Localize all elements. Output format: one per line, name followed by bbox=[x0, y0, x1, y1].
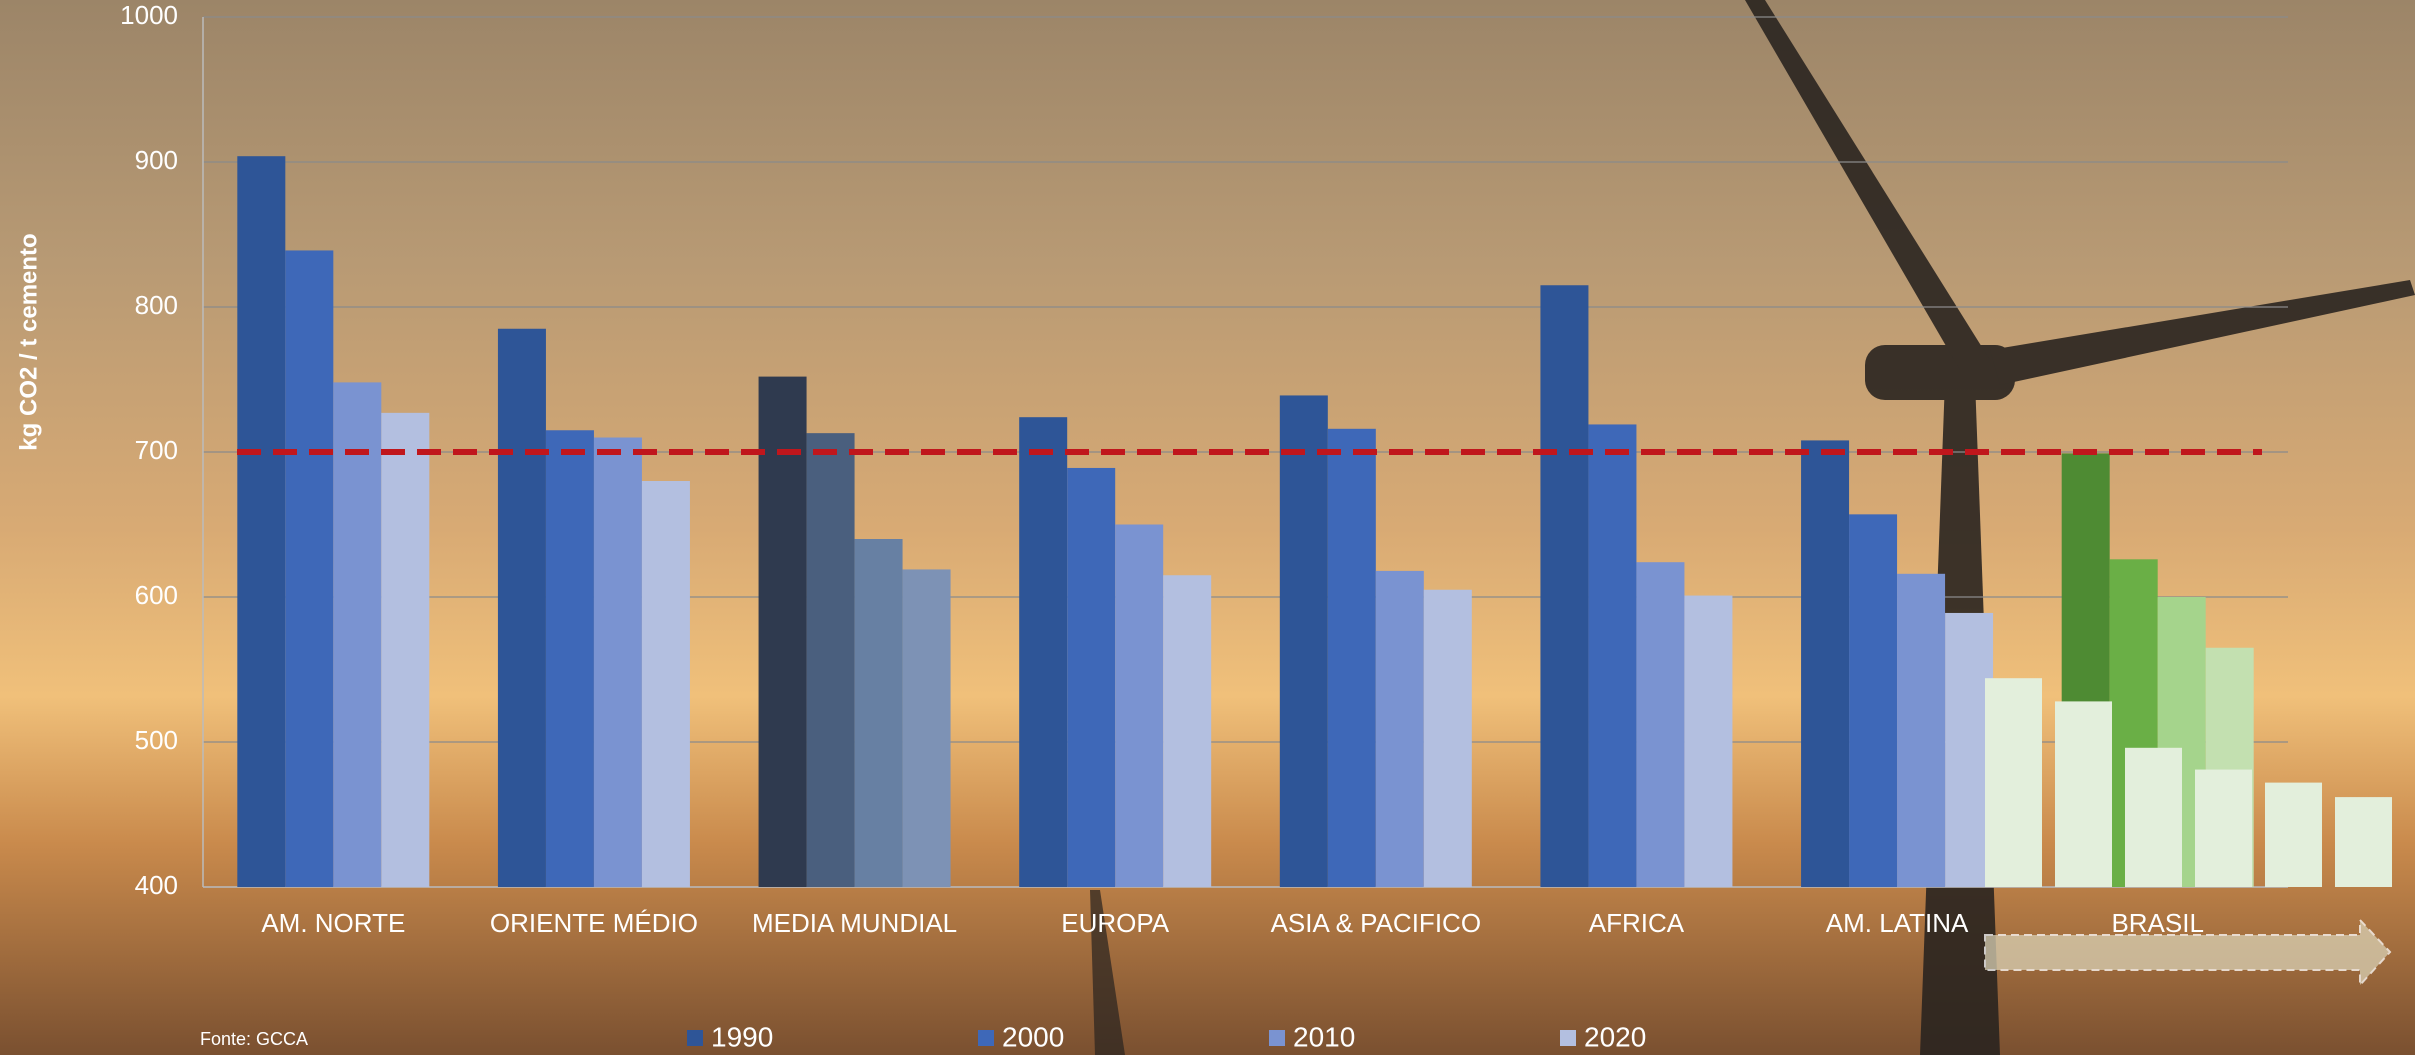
y-tick-label: 500 bbox=[135, 725, 178, 755]
y-tick-label: 800 bbox=[135, 290, 178, 320]
y-axis-label: kg CO2 / t cemento bbox=[15, 233, 42, 450]
overlay-bar bbox=[2195, 769, 2252, 887]
x-tick-label: AM. LATINA bbox=[1826, 908, 1969, 938]
bar bbox=[1801, 440, 1850, 887]
legend-label: 2000 bbox=[1002, 1021, 1064, 1052]
y-tick-label: 1000 bbox=[120, 0, 178, 30]
x-tick-label: BRASIL bbox=[2111, 908, 2204, 938]
y-tick-label: 700 bbox=[135, 435, 178, 465]
bar bbox=[1684, 595, 1733, 887]
bar bbox=[1588, 424, 1637, 887]
bar bbox=[381, 412, 430, 887]
source: Fonte: GCCA bbox=[200, 1029, 308, 1049]
x-tick-label: AM. NORTE bbox=[261, 908, 405, 938]
legend-swatch bbox=[978, 1030, 994, 1046]
overlay-bar bbox=[2335, 797, 2392, 887]
bar bbox=[1423, 589, 1472, 887]
bar bbox=[1019, 417, 1068, 887]
x-tick-label: ORIENTE MÉDIO bbox=[490, 908, 698, 938]
bar bbox=[1849, 514, 1898, 887]
legend-label: 2010 bbox=[1293, 1021, 1355, 1052]
bar bbox=[1540, 285, 1589, 887]
x-tick-label: ASIA & PACIFICO bbox=[1271, 908, 1481, 938]
legend-label: 2020 bbox=[1584, 1021, 1646, 1052]
bar bbox=[902, 569, 951, 887]
bar bbox=[1115, 524, 1164, 887]
bar bbox=[1327, 428, 1376, 887]
x-tick-label: EUROPA bbox=[1061, 908, 1170, 938]
y-tick-label: 400 bbox=[135, 870, 178, 900]
bar bbox=[333, 382, 382, 887]
legend-swatch bbox=[1269, 1030, 1285, 1046]
overlay-bar bbox=[2125, 747, 2182, 887]
legend-swatch bbox=[1560, 1030, 1576, 1046]
bar bbox=[641, 481, 690, 887]
bar bbox=[237, 156, 286, 887]
bar bbox=[1067, 467, 1116, 887]
bar bbox=[1897, 573, 1946, 887]
bar bbox=[1636, 562, 1685, 887]
x-tick-label: MEDIA MUNDIAL bbox=[752, 908, 957, 938]
y-tick-label: 900 bbox=[135, 145, 178, 175]
bar bbox=[285, 250, 334, 887]
overlay-bar bbox=[1985, 678, 2042, 887]
arrow bbox=[1984, 917, 2392, 988]
overlay-bar bbox=[2265, 782, 2322, 887]
bar bbox=[497, 328, 546, 887]
legend-swatch bbox=[687, 1030, 703, 1046]
bar bbox=[593, 437, 642, 887]
y-tick-label: 600 bbox=[135, 580, 178, 610]
bar bbox=[1279, 395, 1328, 887]
x-tick-label: AFRICA bbox=[1589, 908, 1685, 938]
legend-label: 1990 bbox=[711, 1021, 773, 1052]
bar bbox=[854, 539, 903, 887]
bar bbox=[758, 376, 807, 887]
bar bbox=[545, 430, 594, 887]
overlay-bar bbox=[2055, 701, 2112, 887]
bar bbox=[1163, 575, 1212, 887]
bar bbox=[1375, 570, 1424, 887]
bar bbox=[806, 433, 855, 887]
